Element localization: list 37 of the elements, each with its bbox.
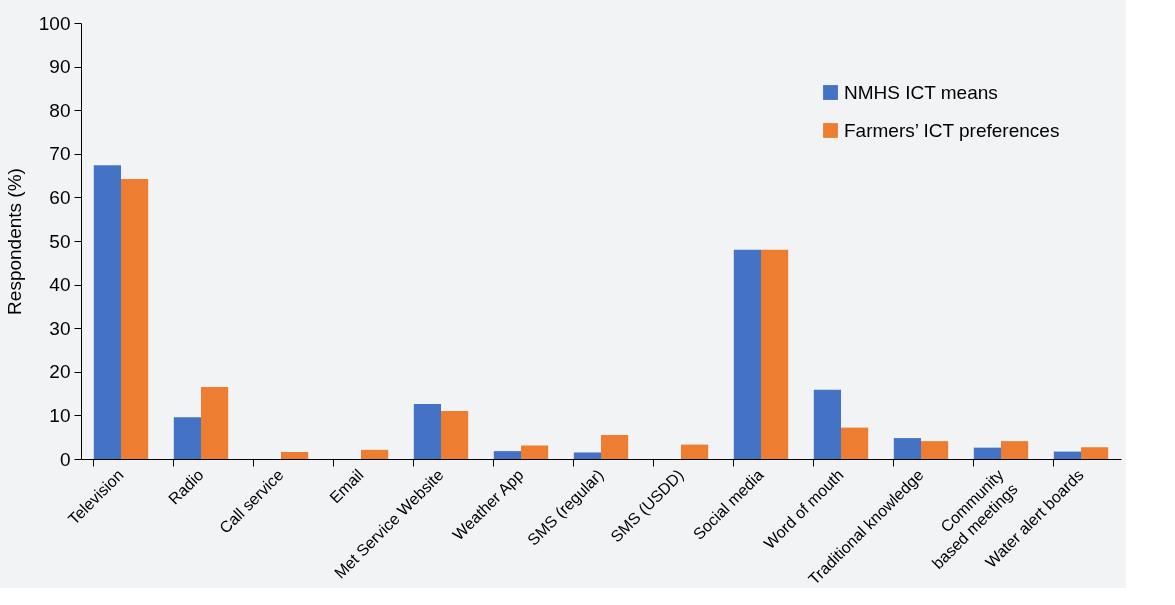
bar — [761, 249, 789, 459]
bar — [921, 441, 949, 459]
y-tick-label: 50 — [49, 230, 71, 252]
bar — [601, 435, 629, 459]
bar — [441, 411, 469, 459]
bar — [813, 389, 841, 459]
y-tick-label: 0 — [59, 448, 71, 470]
y-tick-label: 60 — [49, 186, 71, 208]
bar — [173, 417, 201, 459]
y-tick-label: 30 — [49, 317, 71, 339]
bar — [201, 387, 229, 459]
y-tick-label: 70 — [49, 143, 71, 165]
bar — [1001, 441, 1029, 459]
bar — [973, 447, 1001, 459]
legend-label: Farmers’ ICT preferences — [844, 119, 1060, 141]
y-axis-title: Respondents (%) — [3, 168, 25, 315]
bar — [93, 165, 121, 459]
bar — [121, 179, 149, 459]
bar — [521, 445, 549, 459]
bar — [493, 451, 521, 459]
bar — [681, 444, 709, 459]
bar — [841, 427, 869, 459]
y-tick-label: 90 — [49, 56, 71, 78]
bar — [361, 449, 389, 459]
y-tick-label: 10 — [49, 404, 71, 426]
bar — [573, 452, 601, 459]
bar — [893, 438, 921, 459]
bar — [1053, 451, 1081, 459]
y-tick-label: 40 — [49, 274, 71, 296]
y-tick-label: 100 — [38, 12, 71, 34]
bar — [733, 249, 761, 459]
y-tick-label: 80 — [49, 99, 71, 121]
bar — [413, 404, 441, 459]
bar — [281, 452, 309, 459]
y-tick-label: 20 — [49, 361, 71, 383]
bar — [1081, 447, 1109, 459]
legend-label: NMHS ICT means — [844, 81, 998, 103]
